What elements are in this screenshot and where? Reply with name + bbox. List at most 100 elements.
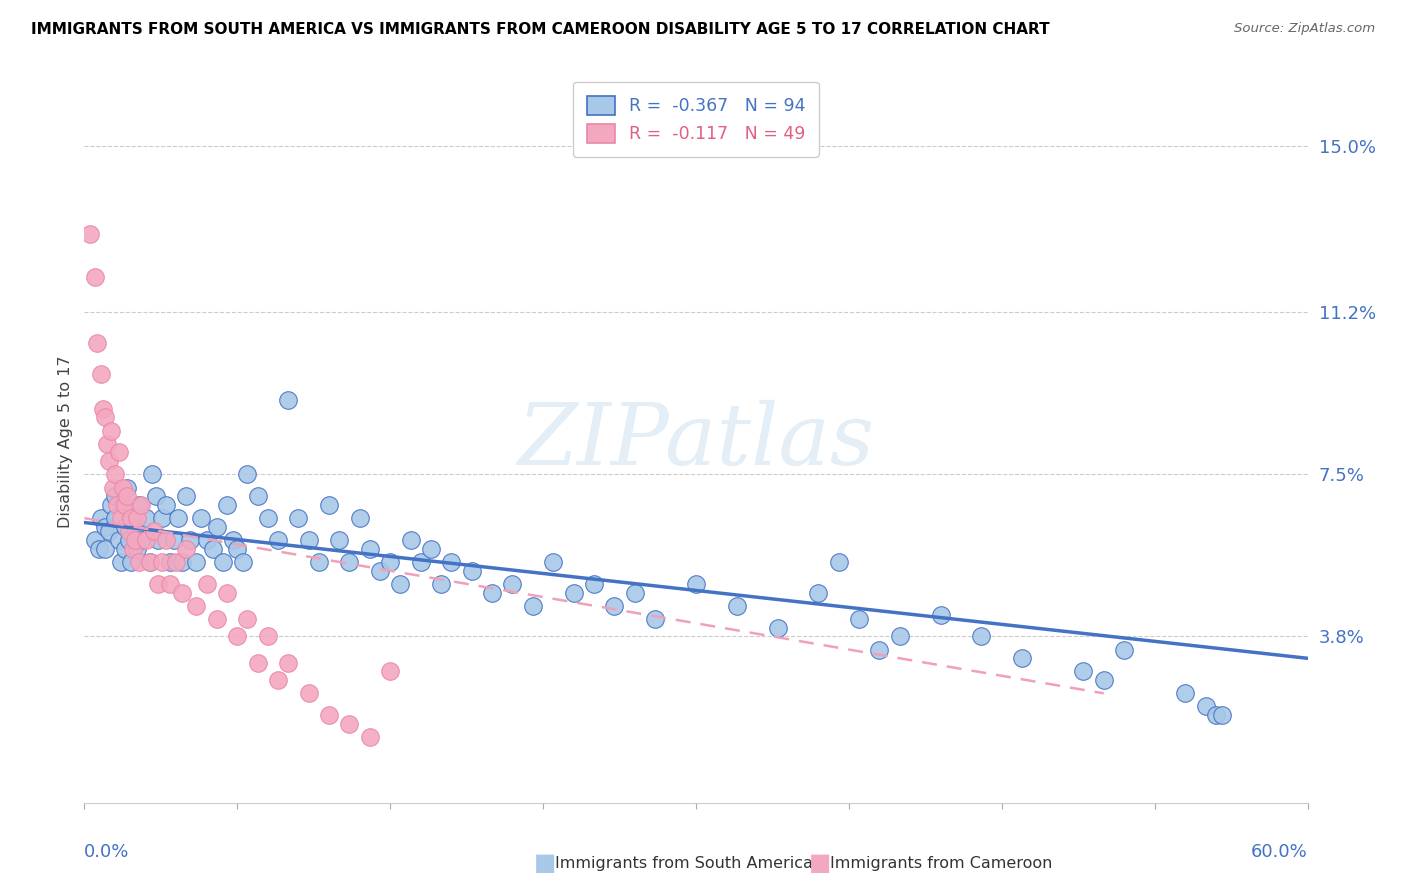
Point bbox=[308, 555, 330, 569]
Point bbox=[328, 533, 350, 547]
Point bbox=[163, 533, 186, 547]
Point bbox=[368, 564, 391, 578]
Point bbox=[298, 533, 321, 547]
Point bbox=[165, 555, 187, 569]
Point bbox=[889, 629, 911, 643]
Point bbox=[277, 392, 299, 407]
Point bbox=[848, 612, 870, 626]
Point bbox=[1114, 642, 1136, 657]
Text: 60.0%: 60.0% bbox=[1251, 843, 1308, 861]
Point bbox=[97, 454, 120, 468]
Point bbox=[97, 524, 120, 539]
Point bbox=[115, 481, 138, 495]
Point bbox=[108, 445, 131, 459]
Point bbox=[380, 665, 402, 679]
Point bbox=[1011, 651, 1033, 665]
Text: ZIPatlas: ZIPatlas bbox=[517, 401, 875, 483]
Point bbox=[380, 555, 402, 569]
Point bbox=[603, 599, 626, 613]
Point bbox=[159, 577, 181, 591]
Point bbox=[86, 336, 108, 351]
Point bbox=[236, 467, 259, 482]
Point bbox=[90, 367, 112, 381]
Point bbox=[91, 401, 114, 416]
Text: Immigrants from Cameroon: Immigrants from Cameroon bbox=[830, 856, 1052, 871]
Point bbox=[267, 533, 290, 547]
Point bbox=[186, 599, 208, 613]
Point bbox=[101, 481, 124, 495]
Point bbox=[135, 511, 157, 525]
Point bbox=[246, 489, 269, 503]
Point bbox=[226, 629, 249, 643]
Point bbox=[1174, 686, 1197, 700]
Point bbox=[318, 708, 340, 723]
Point bbox=[122, 541, 145, 556]
Point bbox=[201, 541, 224, 556]
Point bbox=[108, 533, 131, 547]
Point bbox=[135, 533, 157, 547]
Text: Immigrants from South America: Immigrants from South America bbox=[555, 856, 813, 871]
Point bbox=[96, 436, 118, 450]
Point bbox=[114, 498, 136, 512]
Point bbox=[131, 533, 153, 547]
Point bbox=[277, 656, 299, 670]
Point bbox=[562, 585, 585, 599]
Point bbox=[138, 555, 160, 569]
Point bbox=[127, 511, 149, 525]
Point bbox=[128, 498, 150, 512]
Point bbox=[583, 577, 606, 591]
Point bbox=[267, 673, 290, 688]
Point bbox=[100, 424, 122, 438]
Point bbox=[150, 511, 173, 525]
Point bbox=[624, 585, 647, 599]
Point bbox=[205, 520, 228, 534]
Text: ■: ■ bbox=[534, 852, 557, 875]
Point bbox=[359, 730, 381, 744]
Point bbox=[104, 467, 127, 482]
Point bbox=[115, 489, 138, 503]
Point bbox=[298, 686, 321, 700]
Point bbox=[155, 498, 177, 512]
Point bbox=[179, 533, 201, 547]
Point bbox=[287, 511, 309, 525]
Point bbox=[83, 533, 105, 547]
Point bbox=[226, 541, 249, 556]
Point bbox=[502, 577, 524, 591]
Point bbox=[205, 612, 228, 626]
Point bbox=[174, 541, 197, 556]
Point bbox=[190, 511, 212, 525]
Y-axis label: Disability Age 5 to 17: Disability Age 5 to 17 bbox=[58, 355, 73, 528]
Point bbox=[142, 524, 165, 539]
Point bbox=[543, 555, 565, 569]
Point bbox=[150, 555, 173, 569]
Point bbox=[339, 555, 361, 569]
Point bbox=[146, 577, 169, 591]
Point bbox=[725, 599, 748, 613]
Point bbox=[236, 612, 259, 626]
Point bbox=[131, 498, 153, 512]
Point bbox=[93, 541, 115, 556]
Point bbox=[1195, 699, 1218, 714]
Point bbox=[146, 533, 169, 547]
Point bbox=[644, 612, 666, 626]
Point bbox=[124, 533, 146, 547]
Point bbox=[195, 577, 218, 591]
Point bbox=[186, 555, 208, 569]
Point bbox=[232, 555, 254, 569]
Point bbox=[1073, 665, 1095, 679]
Point bbox=[461, 564, 484, 578]
Text: IMMIGRANTS FROM SOUTH AMERICA VS IMMIGRANTS FROM CAMEROON DISABILITY AGE 5 TO 17: IMMIGRANTS FROM SOUTH AMERICA VS IMMIGRA… bbox=[31, 22, 1049, 37]
Point bbox=[110, 555, 132, 569]
Point bbox=[124, 520, 146, 534]
Point bbox=[174, 489, 197, 503]
Point bbox=[120, 511, 142, 525]
Point bbox=[970, 629, 993, 643]
Point bbox=[195, 533, 218, 547]
Point bbox=[257, 629, 280, 643]
Point bbox=[100, 498, 122, 512]
Point bbox=[145, 489, 167, 503]
Point bbox=[112, 498, 135, 512]
Point bbox=[339, 717, 361, 731]
Text: Source: ZipAtlas.com: Source: ZipAtlas.com bbox=[1234, 22, 1375, 36]
Point bbox=[349, 511, 371, 525]
